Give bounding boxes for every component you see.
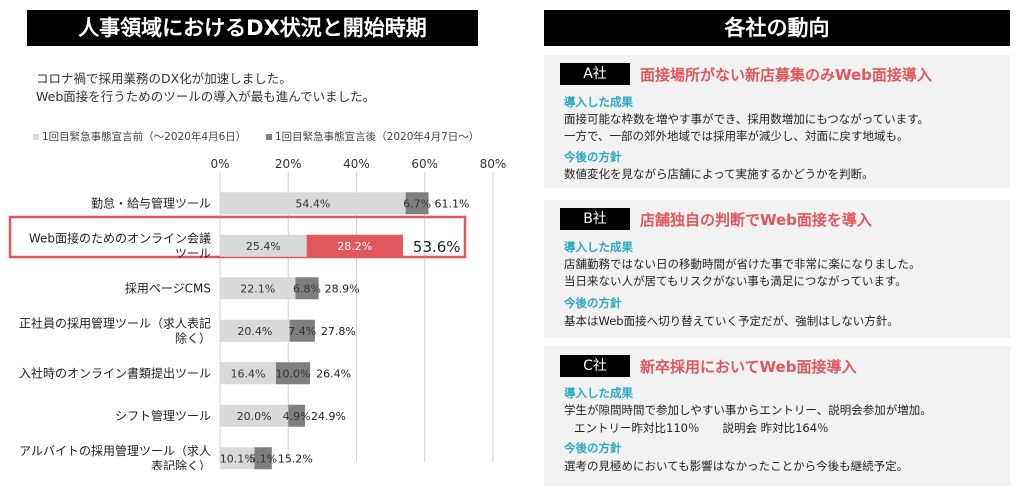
bar-before <box>220 234 307 257</box>
bar-before <box>220 447 255 470</box>
x-tick-label: 40% <box>343 157 370 171</box>
bar-before-label: 20.0% <box>237 410 272 423</box>
bar-before-label: 22.1% <box>240 282 275 295</box>
bar-before-label: 25.4% <box>246 240 281 253</box>
company-b-result-line-1: 店舗勤務ではない日の移動時間が省けた事で非常に楽になりました。 <box>564 257 921 271</box>
legend-before-swatch <box>33 134 39 140</box>
bar-after-label: 28.2% <box>337 240 372 253</box>
bar-total-label: 24.9% <box>311 410 346 423</box>
x-tick-label: 60% <box>411 157 438 171</box>
category-label: 勤怠・給与管理ツール <box>91 195 211 210</box>
highlight-frame <box>8 215 467 259</box>
bar-after <box>288 404 305 427</box>
legend-after-label: 1回目緊急事態宣言後（2020年4月7日～） <box>275 131 480 143</box>
legend-after: 1回目緊急事態宣言後（2020年4月7日～） <box>266 129 479 144</box>
category-label: 表記除く） <box>151 458 211 470</box>
bar-after <box>405 192 429 215</box>
company-b-policy-heading: 今後の方針 <box>564 296 622 310</box>
bar-before <box>220 319 290 342</box>
bar-after-label: 4.9% <box>283 410 311 423</box>
x-tick-label: 20% <box>275 157 302 171</box>
intro-line-1: コロナ禍で採用業務のDX化が加速しました。 <box>36 71 292 86</box>
company-a-result-heading: 導入した成果 <box>564 95 633 109</box>
bar-after <box>254 447 272 470</box>
category-label: ツール <box>175 246 211 260</box>
category-label: 除く） <box>175 330 211 345</box>
company-a-policy-line-1: 数値変化を見ながら店舗によって実施するかどうかを判断。 <box>564 167 874 181</box>
bar-after-label: 7.4% <box>288 325 316 338</box>
category-label: シフト管理ツール <box>115 408 211 423</box>
company-c-result-line-2: エントリー昨対比110％ 説明会 昨対比164％ <box>574 421 829 435</box>
company-a-policy-heading: 今後の方針 <box>564 150 622 164</box>
bar-before-label: 10.1% <box>220 452 255 465</box>
legend-after-swatch <box>266 134 272 140</box>
bar-after <box>295 277 319 300</box>
bar-before-label: 16.4% <box>231 367 266 380</box>
legend-before: 1回目緊急事態宣言前（～2020年4月6日） <box>33 129 246 144</box>
company-b-result-line-2: 当日来ない人が居てもリスクがない事も満足につながっています。 <box>564 274 907 288</box>
bar-total-label: 15.2% <box>278 452 313 465</box>
left-title: 人事領域におけるDX状況と開始時期 <box>27 10 478 46</box>
company-c-result-heading: 導入した成果 <box>564 386 633 400</box>
company-c-policy-line-1: 選考の見極めにおいても影響はなかったことから今後も継続予定。 <box>564 459 909 473</box>
company-a-tag: A社 <box>560 63 630 85</box>
bar-after <box>289 319 315 342</box>
category-label: Web面接のためのオンライン会議 <box>29 230 211 245</box>
company-c-tag: C社 <box>560 355 630 377</box>
company-b-headline: 店舗独自の判断でWeb面接を導入 <box>640 211 872 229</box>
bar-total-label: 61.1% <box>435 197 470 210</box>
bar-total-label: 27.8% <box>321 325 356 338</box>
company-c-headline: 新卒採用においてWeb面接導入 <box>640 358 857 376</box>
bar-before-label: 20.4% <box>237 325 272 338</box>
category-label: 採用ページCMS <box>125 281 211 295</box>
category-label: 入社時のオンライン書類提出ツール <box>19 365 211 380</box>
bar-before <box>220 404 289 427</box>
bar-before <box>220 362 276 385</box>
bar-after-label: 5.1% <box>249 452 277 465</box>
company-c-result-line-1: 学生が隙間時間で参加しやすい事からエントリー、説明会参加が増加。 <box>564 403 932 417</box>
bar-after-label: 6.7% <box>403 197 431 210</box>
company-b-tag: B社 <box>560 208 630 230</box>
dx-adoption-chart: 0% 20% 40% 60% 80% 勤怠・給与管理ツール Web面接のためのオンライン会… <box>8 157 507 470</box>
bar-total-label: 28.9% <box>325 282 360 295</box>
bar-after-label: 10.0% <box>276 367 311 380</box>
bar-before <box>220 277 296 300</box>
bar-after <box>275 362 311 385</box>
right-title: 各社の動向 <box>544 10 1010 46</box>
intro-line-2: Web面接を行うためのツールの導入が最も進んでいました。 <box>36 89 376 104</box>
x-tick-label: 80% <box>480 157 507 171</box>
bar-before <box>220 192 406 215</box>
company-a-result-line-2: 一方で、一部の郊外地域では採用率が減少し、対面に戻す地域も。 <box>564 129 909 143</box>
legend-before-label: 1回目緊急事態宣言前（～2020年4月6日） <box>42 131 247 143</box>
company-b-result-heading: 導入した成果 <box>564 240 633 254</box>
bar-before-label: 54.4% <box>295 197 330 210</box>
bar-total-label: 53.6% <box>413 238 461 256</box>
bar-total-label: 26.4% <box>316 367 351 380</box>
category-label: アルバイトの採用管理ツール（求人 <box>19 443 211 458</box>
bar-after <box>306 234 403 257</box>
x-tick-label: 0% <box>210 157 229 171</box>
company-b-policy-line-1: 基本はWeb面接へ切り替えていく予定だが、強制はしない方針。 <box>564 314 899 328</box>
company-a-headline: 面接場所がない新店募集のみWeb面接導入 <box>640 66 932 84</box>
company-c-policy-heading: 今後の方針 <box>564 441 622 455</box>
category-label: 正社員の採用管理ツール（求人表記 <box>19 315 211 330</box>
company-a-result-line-1: 面接可能な枠数を増やす事ができ、採用数増加にもつながっています。 <box>564 112 930 126</box>
bar-after-label: 6.8% <box>293 282 321 295</box>
